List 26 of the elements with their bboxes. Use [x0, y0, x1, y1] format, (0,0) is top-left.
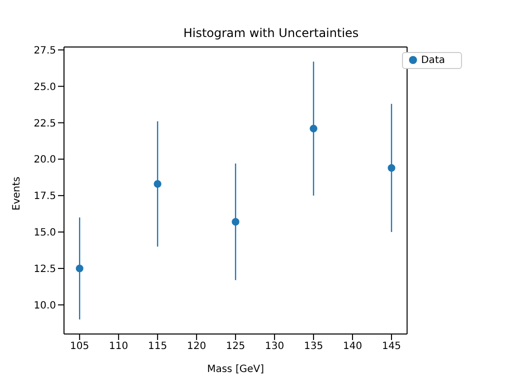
- x-tick-label: 115: [148, 341, 168, 352]
- x-tick-label: 120: [187, 341, 206, 352]
- x-tick-label: 135: [304, 341, 324, 352]
- point: [310, 124, 318, 132]
- point: [76, 264, 84, 272]
- point: [388, 164, 396, 172]
- point: [154, 180, 162, 188]
- y-axis-title: Events: [12, 176, 23, 210]
- y-tick-label: 12.5: [34, 264, 56, 275]
- y-tick-label: 17.5: [34, 191, 56, 202]
- y-tick-label: 20.0: [34, 154, 56, 166]
- x-axis-title: Mass [GeV]: [207, 364, 264, 375]
- y-tick-label: 22.5: [34, 118, 56, 130]
- y-tick-label: 15.0: [34, 228, 56, 239]
- y-tick-label: 27.5: [34, 45, 56, 56]
- y-tick-label: 10.0: [34, 300, 56, 312]
- chart-title: Histogram with Uncertainties: [182, 26, 360, 40]
- x-tick-label: 140: [342, 341, 362, 352]
- x-tick-label: 125: [226, 341, 246, 352]
- legend-label: Data: [421, 55, 445, 66]
- x-tick-label: 105: [70, 341, 90, 352]
- x-tick-label: 145: [382, 341, 402, 352]
- point: [232, 218, 240, 226]
- x-tick-label: 110: [109, 341, 128, 352]
- x-tick-label: 130: [265, 341, 284, 352]
- y-tick-label: 25.0: [34, 82, 56, 93]
